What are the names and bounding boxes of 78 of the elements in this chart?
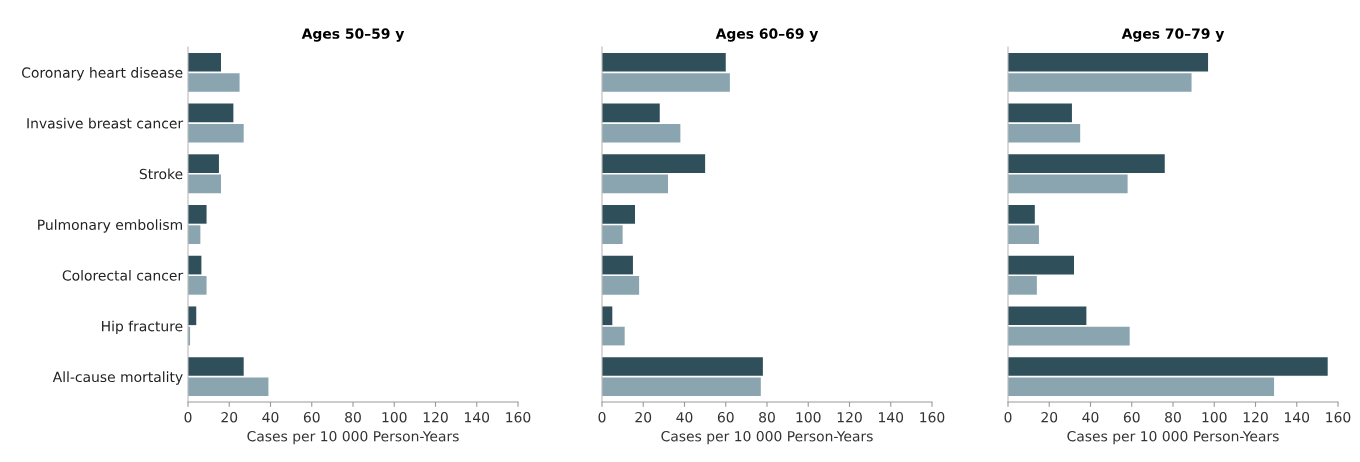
bar [602,123,681,143]
bar [1008,306,1087,326]
x-tick-label: 100 [1202,411,1227,423]
y-tick-label: Coronary heart disease [21,67,183,81]
bar [188,174,221,194]
bar [188,123,244,143]
bar [1008,225,1039,244]
x-tick-label: 140 [465,411,490,423]
bar [1008,154,1165,173]
x-tick-label: 100 [382,411,407,423]
x-tick-label: 20 [1041,411,1058,423]
bar [602,174,668,194]
x-tick-label: 60 [1123,411,1140,423]
y-tick-label: Pulmonary embolism [38,219,182,233]
bar [188,205,207,224]
bar [1008,326,1130,346]
bar [188,377,269,397]
bar [188,154,219,173]
bar [602,225,623,244]
bar [188,357,244,376]
bar [602,205,635,224]
bar [188,225,201,244]
x-tick-label: 20 [635,411,652,423]
y-tick-label: Hip fracture [102,320,183,335]
bar [1008,103,1072,123]
bar [1008,174,1128,194]
x-tick-label: 160 [920,411,945,423]
y-tick-label: Stroke [139,168,183,180]
y-tick-label: Colorectal cancer [62,269,184,281]
y-tick-label: All-cause mortality [52,371,183,385]
bar [602,154,706,173]
chart-title: Ages 50–59 y [301,28,405,42]
chart-title: Ages 70–79 y [1121,28,1225,42]
bar [602,255,633,275]
bar [188,52,221,72]
bar [1008,255,1074,275]
bar [602,103,660,123]
x-tick-label: 140 [879,411,904,423]
x-axis-title: Cases per 10 000 Person-Years [1067,430,1279,445]
chart-title: Ages 60–69 y [715,28,819,42]
bar [602,73,730,92]
bar [188,103,234,123]
x-tick-label: 60 [303,411,320,423]
x-tick-label: 140 [1285,411,1310,423]
x-axis-title: Cases per 10 000 Person-Years [661,430,873,445]
x-tick-label: 100 [796,411,821,423]
x-tick-label: 0 [1004,411,1012,423]
x-tick-label: 40 [262,411,279,423]
x-tick-label: 20 [221,411,238,423]
bar [188,276,207,295]
bar [1008,377,1275,397]
bar [1008,52,1209,72]
bar [1008,276,1037,295]
y-tick-label: Invasive breast cancer [27,117,184,129]
bar [602,357,763,376]
x-axis-title: Cases per 10 000 Person-Years [247,430,459,445]
bar [602,52,726,72]
x-tick-label: 120 [837,411,862,423]
x-tick-label: 60 [717,411,734,423]
bar [1008,357,1328,376]
bar [188,73,240,92]
x-tick-label: 120 [423,411,448,423]
x-tick-label: 80 [1165,411,1181,423]
x-tick-label: 40 [676,411,693,423]
bar [1008,123,1081,143]
bar [602,276,640,295]
bar [602,326,625,346]
x-tick-label: 80 [759,411,775,423]
x-tick-label: 0 [598,411,606,423]
bar [1008,205,1035,224]
x-tick-label: 40 [1082,411,1099,423]
x-tick-label: 0 [184,411,192,423]
x-tick-label: 80 [345,411,361,423]
x-tick-label: 160 [506,411,531,423]
bar [1008,73,1192,92]
x-tick-label: 120 [1243,411,1268,423]
x-tick-label: 160 [1326,411,1351,423]
bar [602,377,761,397]
